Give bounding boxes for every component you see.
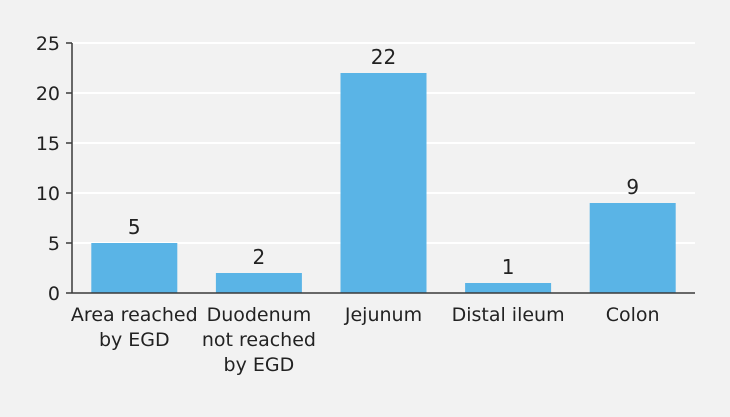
bars [91,73,676,293]
y-tick-label: 0 [48,283,60,305]
y-tick-label: 20 [36,83,60,105]
data-label: 1 [502,255,515,279]
y-tick-label: 25 [36,33,60,55]
y-tick-label: 5 [48,233,60,255]
data-label: 2 [253,245,266,269]
bar [589,203,676,293]
x-tick-label: Distal ileum [452,304,565,326]
x-tick-label: Duodenum [207,304,312,326]
data-label: 5 [128,215,141,239]
x-tick-label: by EGD [224,354,295,376]
bar [91,243,178,293]
x-tick-label: by EGD [99,329,170,351]
bar [215,273,302,293]
data-label: 9 [626,175,639,199]
bar [465,283,552,293]
y-tick-label: 10 [36,183,60,205]
x-tick-label: Colon [606,304,660,326]
labels: 0 5 10 15 20 25 5 Area reached by EGD 2 Duodenum no… [36,33,660,376]
x-tick-label: Jejunum [344,304,422,326]
x-tick-label: Area reached [71,304,198,326]
x-tick-label: not reached [202,329,316,351]
y-tick-label: 15 [36,133,60,155]
axes [66,42,695,294]
bar [340,73,427,293]
data-label: 22 [371,45,396,69]
